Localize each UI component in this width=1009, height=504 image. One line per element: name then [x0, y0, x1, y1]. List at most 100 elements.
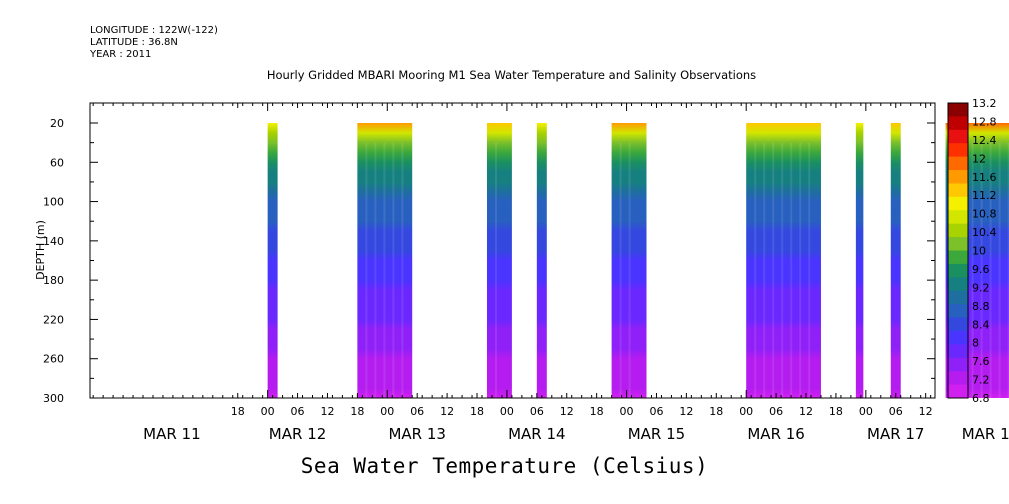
colorbar-label: 10 — [972, 245, 986, 258]
colorbar-swatch — [948, 317, 968, 332]
x-hour-label: 06 — [410, 405, 424, 418]
data-segment — [855, 123, 864, 398]
x-hour-label: 18 — [470, 405, 484, 418]
x-hour-label: 18 — [231, 405, 245, 418]
colorbar-swatch — [948, 330, 968, 345]
colorbar-swatch — [948, 237, 968, 251]
x-day-label: MAR 11 — [143, 425, 200, 443]
data-segment — [357, 123, 413, 398]
y-axis-label: DEPTH (m) — [34, 220, 47, 280]
x-day-label: MAR 14 — [508, 425, 565, 443]
colorbar-swatch — [948, 210, 968, 225]
colorbar-swatch — [948, 143, 968, 158]
colorbar-label: 7.6 — [972, 355, 990, 368]
colorbar-label: 11.2 — [972, 189, 997, 202]
colorbar-swatch — [948, 250, 968, 265]
x-hour-label: 12 — [320, 405, 334, 418]
x-hour-label: 18 — [709, 405, 723, 418]
x-hour-label: 18 — [590, 405, 604, 418]
plot-frame — [89, 102, 936, 399]
colorbar-label: 12 — [972, 152, 986, 165]
x-hour-label: 12 — [919, 405, 933, 418]
colorbar-label: 10.4 — [972, 226, 997, 239]
y-tick-label: 260 — [43, 353, 64, 366]
colorbar-swatch — [948, 156, 968, 171]
colorbar-swatch — [948, 304, 968, 319]
colorbar: 13.2 12.8 12.4 12 11.6 11.2 10.8 10.4 10 9.6 9.2 8.… — [947, 97, 997, 405]
x-hour-label: 18 — [829, 405, 843, 418]
colorbar-label: 12.4 — [972, 134, 997, 147]
colorbar-swatch — [948, 223, 968, 238]
colorbar-swatch — [948, 290, 968, 305]
x-hour-label: 12 — [799, 405, 813, 418]
colorbar-swatch — [948, 263, 968, 278]
year-label: YEAR : 2011 — [90, 49, 152, 60]
y-tick-label: 300 — [43, 392, 64, 405]
longitude-label: LONGITUDE : 122W(-122) — [90, 25, 218, 36]
y-tick-label: 180 — [43, 274, 64, 287]
x-hour-label: 00 — [261, 405, 275, 418]
colorbar-swatch — [948, 183, 968, 198]
x-day-label: MAR 16 — [747, 425, 804, 443]
data-segment — [267, 123, 278, 398]
axes: 20 60 100 140 180 220 260 300 DEPTH (m) 18 00 06 12 1… — [34, 102, 1009, 443]
x-hour-label: 00 — [859, 405, 873, 418]
data-segment — [611, 123, 647, 398]
x-day-label: MAR 13 — [388, 425, 445, 443]
colorbar-swatch — [948, 277, 968, 292]
colorbar-frame — [947, 102, 969, 399]
colorbar-swatch — [948, 196, 968, 211]
x-hour-label: 00 — [380, 405, 394, 418]
data-segment — [746, 123, 821, 398]
y-tick-label: 140 — [43, 235, 64, 248]
colorbar-swatch — [948, 344, 968, 359]
x-day-label: MAR 12 — [269, 425, 326, 443]
data-segment — [486, 123, 512, 398]
latitude-label: LATITUDE : 36.8N — [90, 37, 178, 48]
x-hour-label: 06 — [530, 405, 544, 418]
x-hour-label: 12 — [440, 405, 454, 418]
x-hour-label: 06 — [889, 405, 903, 418]
x-day-label: MAR 18 — [962, 425, 1009, 443]
colorbar-label: 8.8 — [972, 300, 990, 313]
colorbar-label: 9.6 — [972, 263, 990, 276]
x-hour-label: 06 — [649, 405, 663, 418]
colorbar-swatch — [948, 371, 968, 386]
colorbar-swatch — [948, 129, 968, 144]
plot-area — [267, 123, 1009, 398]
y-tick-label: 100 — [43, 196, 64, 209]
x-hour-label: 12 — [560, 405, 574, 418]
data-segment — [536, 123, 547, 398]
y-tick-label: 220 — [43, 313, 64, 326]
metadata-block: LONGITUDE : 122W(-122) LATITUDE : 36.8N … — [90, 25, 218, 61]
x-hour-label: 06 — [291, 405, 305, 418]
colorbar-label: 6.8 — [972, 392, 990, 405]
colorbar-label: 8 — [972, 337, 979, 350]
bottom-title: Sea Water Temperature (Celsius) — [300, 454, 709, 478]
colorbar-swatch — [948, 357, 968, 372]
x-day-label: MAR 17 — [867, 425, 924, 443]
colorbar-label: 10.8 — [972, 208, 997, 221]
x-hour-label: 12 — [679, 405, 693, 418]
x-day-label: MAR 15 — [628, 425, 685, 443]
x-hour-label: 00 — [500, 405, 514, 418]
colorbar-label: 11.6 — [972, 171, 997, 184]
x-hour-label: 00 — [620, 405, 634, 418]
y-tick-label: 60 — [50, 156, 64, 169]
colorbar-label: 13.2 — [972, 97, 997, 110]
colorbar-swatch — [948, 170, 968, 184]
colorbar-label: 8.4 — [972, 318, 990, 331]
colorbar-label: 9.2 — [972, 281, 990, 294]
x-hour-label: 06 — [769, 405, 783, 418]
chart-title: Hourly Gridded MBARI Mooring M1 Sea Wate… — [266, 68, 757, 82]
colorbar-label: 12.8 — [972, 115, 997, 128]
colorbar-swatch — [948, 116, 968, 131]
x-hour-label: 18 — [350, 405, 364, 418]
colorbar-swatch — [948, 384, 968, 399]
colorbar-label: 7.2 — [972, 374, 990, 387]
y-tick-label: 20 — [50, 117, 64, 130]
x-hour-label: 00 — [739, 405, 753, 418]
data-segment — [890, 123, 901, 398]
colorbar-swatch — [948, 103, 968, 117]
